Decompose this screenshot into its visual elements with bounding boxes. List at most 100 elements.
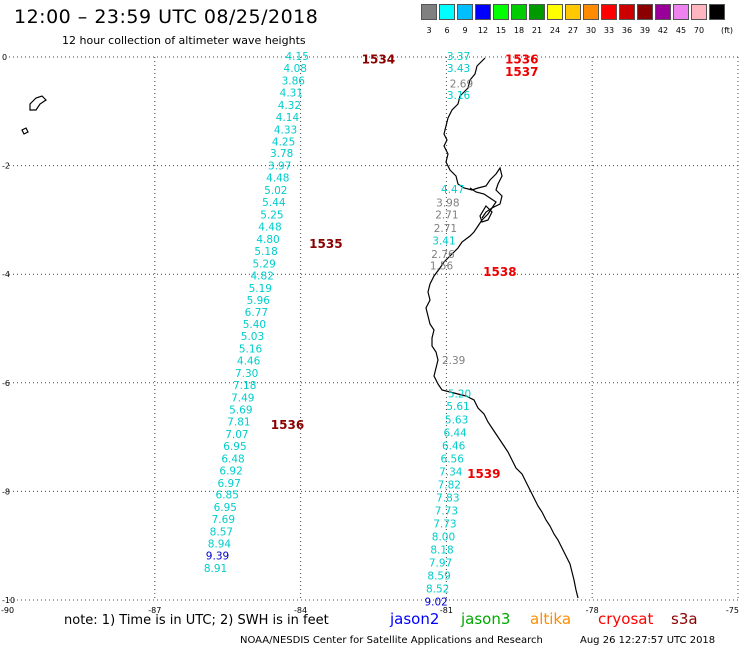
wave-height-label: 7.82 xyxy=(438,479,461,491)
legend-swatch xyxy=(475,4,491,20)
legend-swatch xyxy=(565,4,581,20)
satellite-s3a: s3a xyxy=(671,610,698,628)
pass-time-label: 1539 xyxy=(467,467,500,481)
legend-swatch xyxy=(529,4,545,20)
satellite-altika: altika xyxy=(530,610,572,628)
longitude-tick-label: -90 xyxy=(1,606,14,615)
wave-height-label: 7.18 xyxy=(233,380,256,392)
altimeter-track-4: 2.39 xyxy=(442,355,465,367)
wave-height-label: 4.32 xyxy=(278,100,301,112)
wave-height-label: 7.81 xyxy=(227,416,250,428)
wave-height-labels: 4.154.083.864.314.324.144.334.253.783.97… xyxy=(204,51,473,609)
legend-tick-label: 18 xyxy=(513,26,525,35)
wave-height-label: 5.16 xyxy=(239,344,263,356)
wave-height-label: 7.73 xyxy=(435,505,458,517)
legend-tick-label: 45 xyxy=(675,26,687,35)
legend-swatch xyxy=(637,4,653,20)
wave-height-label: 3.41 xyxy=(432,236,455,248)
wave-height-label: 4.82 xyxy=(251,270,274,282)
legend-tick-label: 39 xyxy=(639,26,651,35)
wave-height-label: 4.46 xyxy=(237,356,261,368)
south-america-coastline xyxy=(425,57,579,599)
wave-height-label: 5.44 xyxy=(262,197,286,209)
legend-swatch xyxy=(421,4,437,20)
legend-tick-label: 30 xyxy=(585,26,597,35)
legend-swatch xyxy=(655,4,671,20)
wave-height-label: 8.18 xyxy=(430,545,453,557)
wave-height-label: 6.77 xyxy=(245,307,268,319)
legend-tick-label: 33 xyxy=(603,26,615,35)
wave-height-label: 4.08 xyxy=(284,63,307,75)
map-title: 12:00 – 23:59 UTC 08/25/2018 xyxy=(14,6,319,28)
latitude-tick-label: -8 xyxy=(2,487,10,496)
legend-swatch xyxy=(511,4,527,20)
wave-height-label: 1.56 xyxy=(430,261,454,273)
pass-time-label: 1536 xyxy=(505,53,538,67)
wave-height-label: 8.00 xyxy=(432,532,455,544)
legend-tick-label: 9 xyxy=(462,26,468,35)
longitude-tick-label: -75 xyxy=(726,606,739,615)
wave-height-label: 7.49 xyxy=(231,393,254,405)
legend-swatch xyxy=(439,4,455,20)
latitude-tick-label: 0 xyxy=(2,53,7,62)
wave-height-label: 6.95 xyxy=(214,502,237,514)
legend-tick-label: 6 xyxy=(444,26,450,35)
legend-tick-label: 24 xyxy=(549,26,561,35)
legend-swatch xyxy=(601,4,617,20)
wave-height-label: 3.86 xyxy=(282,75,306,87)
altimeter-track-2: 3.373.43 2.693.16 xyxy=(447,51,473,102)
wave-height-label: 5.96 xyxy=(247,295,271,307)
longitude-tick-label: -87 xyxy=(148,606,161,615)
wave-height-label: 3.97 xyxy=(268,161,291,173)
wave-height-label: 6.85 xyxy=(216,490,239,502)
lat-lon-grid xyxy=(9,56,739,601)
legend-swatch xyxy=(583,4,599,20)
wave-height-label: 2.39 xyxy=(442,355,465,367)
wave-height-label: 4.47 xyxy=(441,184,464,196)
wave-height-label: 6.44 xyxy=(443,427,467,439)
wave-height-label: 3.98 xyxy=(436,198,459,210)
wave-height-label: 5.63 xyxy=(445,414,468,426)
wave-height-label: 6.92 xyxy=(219,465,242,477)
wave-height-label: 7.30 xyxy=(235,368,258,380)
coastline xyxy=(21,57,579,599)
wave-height-label: 4.33 xyxy=(274,124,297,136)
wave-height-label: 9.02 xyxy=(424,597,447,609)
legend-tick-label: 70 xyxy=(693,26,705,35)
wave-height-label: 4.14 xyxy=(276,112,300,124)
legend-tick-label: 15 xyxy=(495,26,507,35)
galapagos-island-small xyxy=(21,127,29,135)
legend-tick-label: 36 xyxy=(621,26,633,35)
legend-tick-label: 27 xyxy=(567,26,579,35)
wave-height-label: 5.20 xyxy=(448,389,471,401)
wave-height-label: 8.94 xyxy=(208,539,232,551)
wave-height-label: 3.43 xyxy=(447,63,470,75)
wave-height-label: 3.78 xyxy=(270,148,293,160)
wave-height-label: 2.71 xyxy=(434,223,457,235)
latitude-tick-label: -6 xyxy=(2,379,10,388)
wave-height-label: 8.52 xyxy=(426,584,449,596)
wave-height-label: 7.69 xyxy=(212,514,235,526)
longitude-tick-label: -84 xyxy=(294,606,307,615)
wave-height-label: 5.61 xyxy=(446,401,469,413)
latitude-tick-label: -10 xyxy=(2,596,15,605)
wave-height-label: 8.57 xyxy=(210,527,233,539)
generated-timestamp: Aug 26 12:27:57 UTC 2018 xyxy=(580,635,716,646)
wave-height-label: 7.83 xyxy=(436,492,459,504)
latitude-tick-label: -4 xyxy=(2,270,10,279)
wave-height-label: 6.95 xyxy=(223,441,246,453)
wave-height-label: 2.76 xyxy=(431,249,455,261)
satellite-cryosat: cryosat xyxy=(598,610,654,628)
legend-unit-label: (ft) xyxy=(721,26,734,35)
wave-height-label: 8.91 xyxy=(204,563,227,575)
wave-height-label: 4.25 xyxy=(272,136,295,148)
wave-height-label: 5.19 xyxy=(249,283,272,295)
wave-height-label: 6.56 xyxy=(441,453,465,465)
wave-height-label: 4.31 xyxy=(280,87,303,99)
legend-tick-label: 12 xyxy=(477,26,489,35)
wave-height-label: 4.15 xyxy=(286,51,309,63)
legend-swatch xyxy=(547,4,563,20)
pass-time-label: 1534 xyxy=(362,53,395,67)
pass-time-label: 1535 xyxy=(309,237,342,251)
